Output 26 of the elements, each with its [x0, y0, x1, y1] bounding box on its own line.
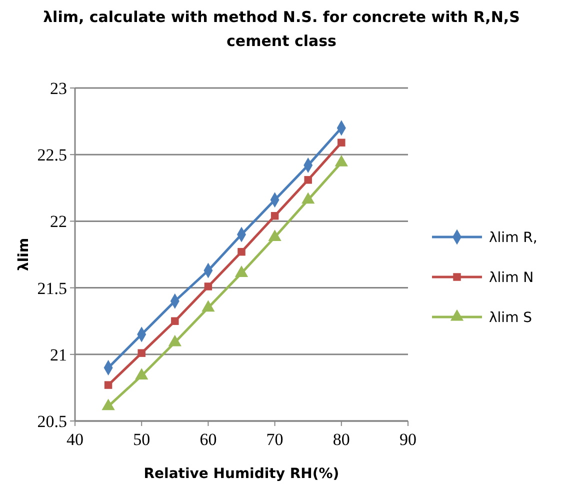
point	[104, 381, 112, 389]
point	[204, 282, 212, 290]
x-tick-label: 70	[266, 430, 284, 449]
point	[304, 176, 312, 184]
y-tick-label: 22	[50, 212, 67, 232]
x-axis-title: Relative Humidity RH(%)	[144, 466, 340, 482]
legend-label: λlim N	[489, 270, 534, 286]
x-tick-label: 50	[133, 430, 150, 449]
x-tick-label: 80	[332, 430, 350, 449]
y-tick-label: 21.5	[37, 278, 67, 298]
y-tick-label: 22.5	[37, 146, 67, 165]
point	[238, 248, 246, 256]
point	[138, 349, 146, 357]
chart-title: λlim, calculate with method N.S. for concrete with R,N,S cement class	[43, 8, 520, 50]
x-tick-label: 90	[400, 430, 416, 449]
x-tick-label: 40	[66, 430, 84, 449]
y-tick-label: 23	[50, 78, 67, 98]
x-tick-label: 60	[200, 430, 217, 449]
y-axis-title: λlim	[16, 238, 32, 272]
point	[270, 212, 279, 220]
point	[338, 138, 346, 146]
y-tick-label: 20.5	[37, 412, 67, 431]
legend-label: λlim R,	[489, 230, 538, 246]
legend-label: λlim S	[489, 310, 532, 326]
point	[171, 317, 179, 325]
y-tick-label: 21	[50, 345, 67, 364]
